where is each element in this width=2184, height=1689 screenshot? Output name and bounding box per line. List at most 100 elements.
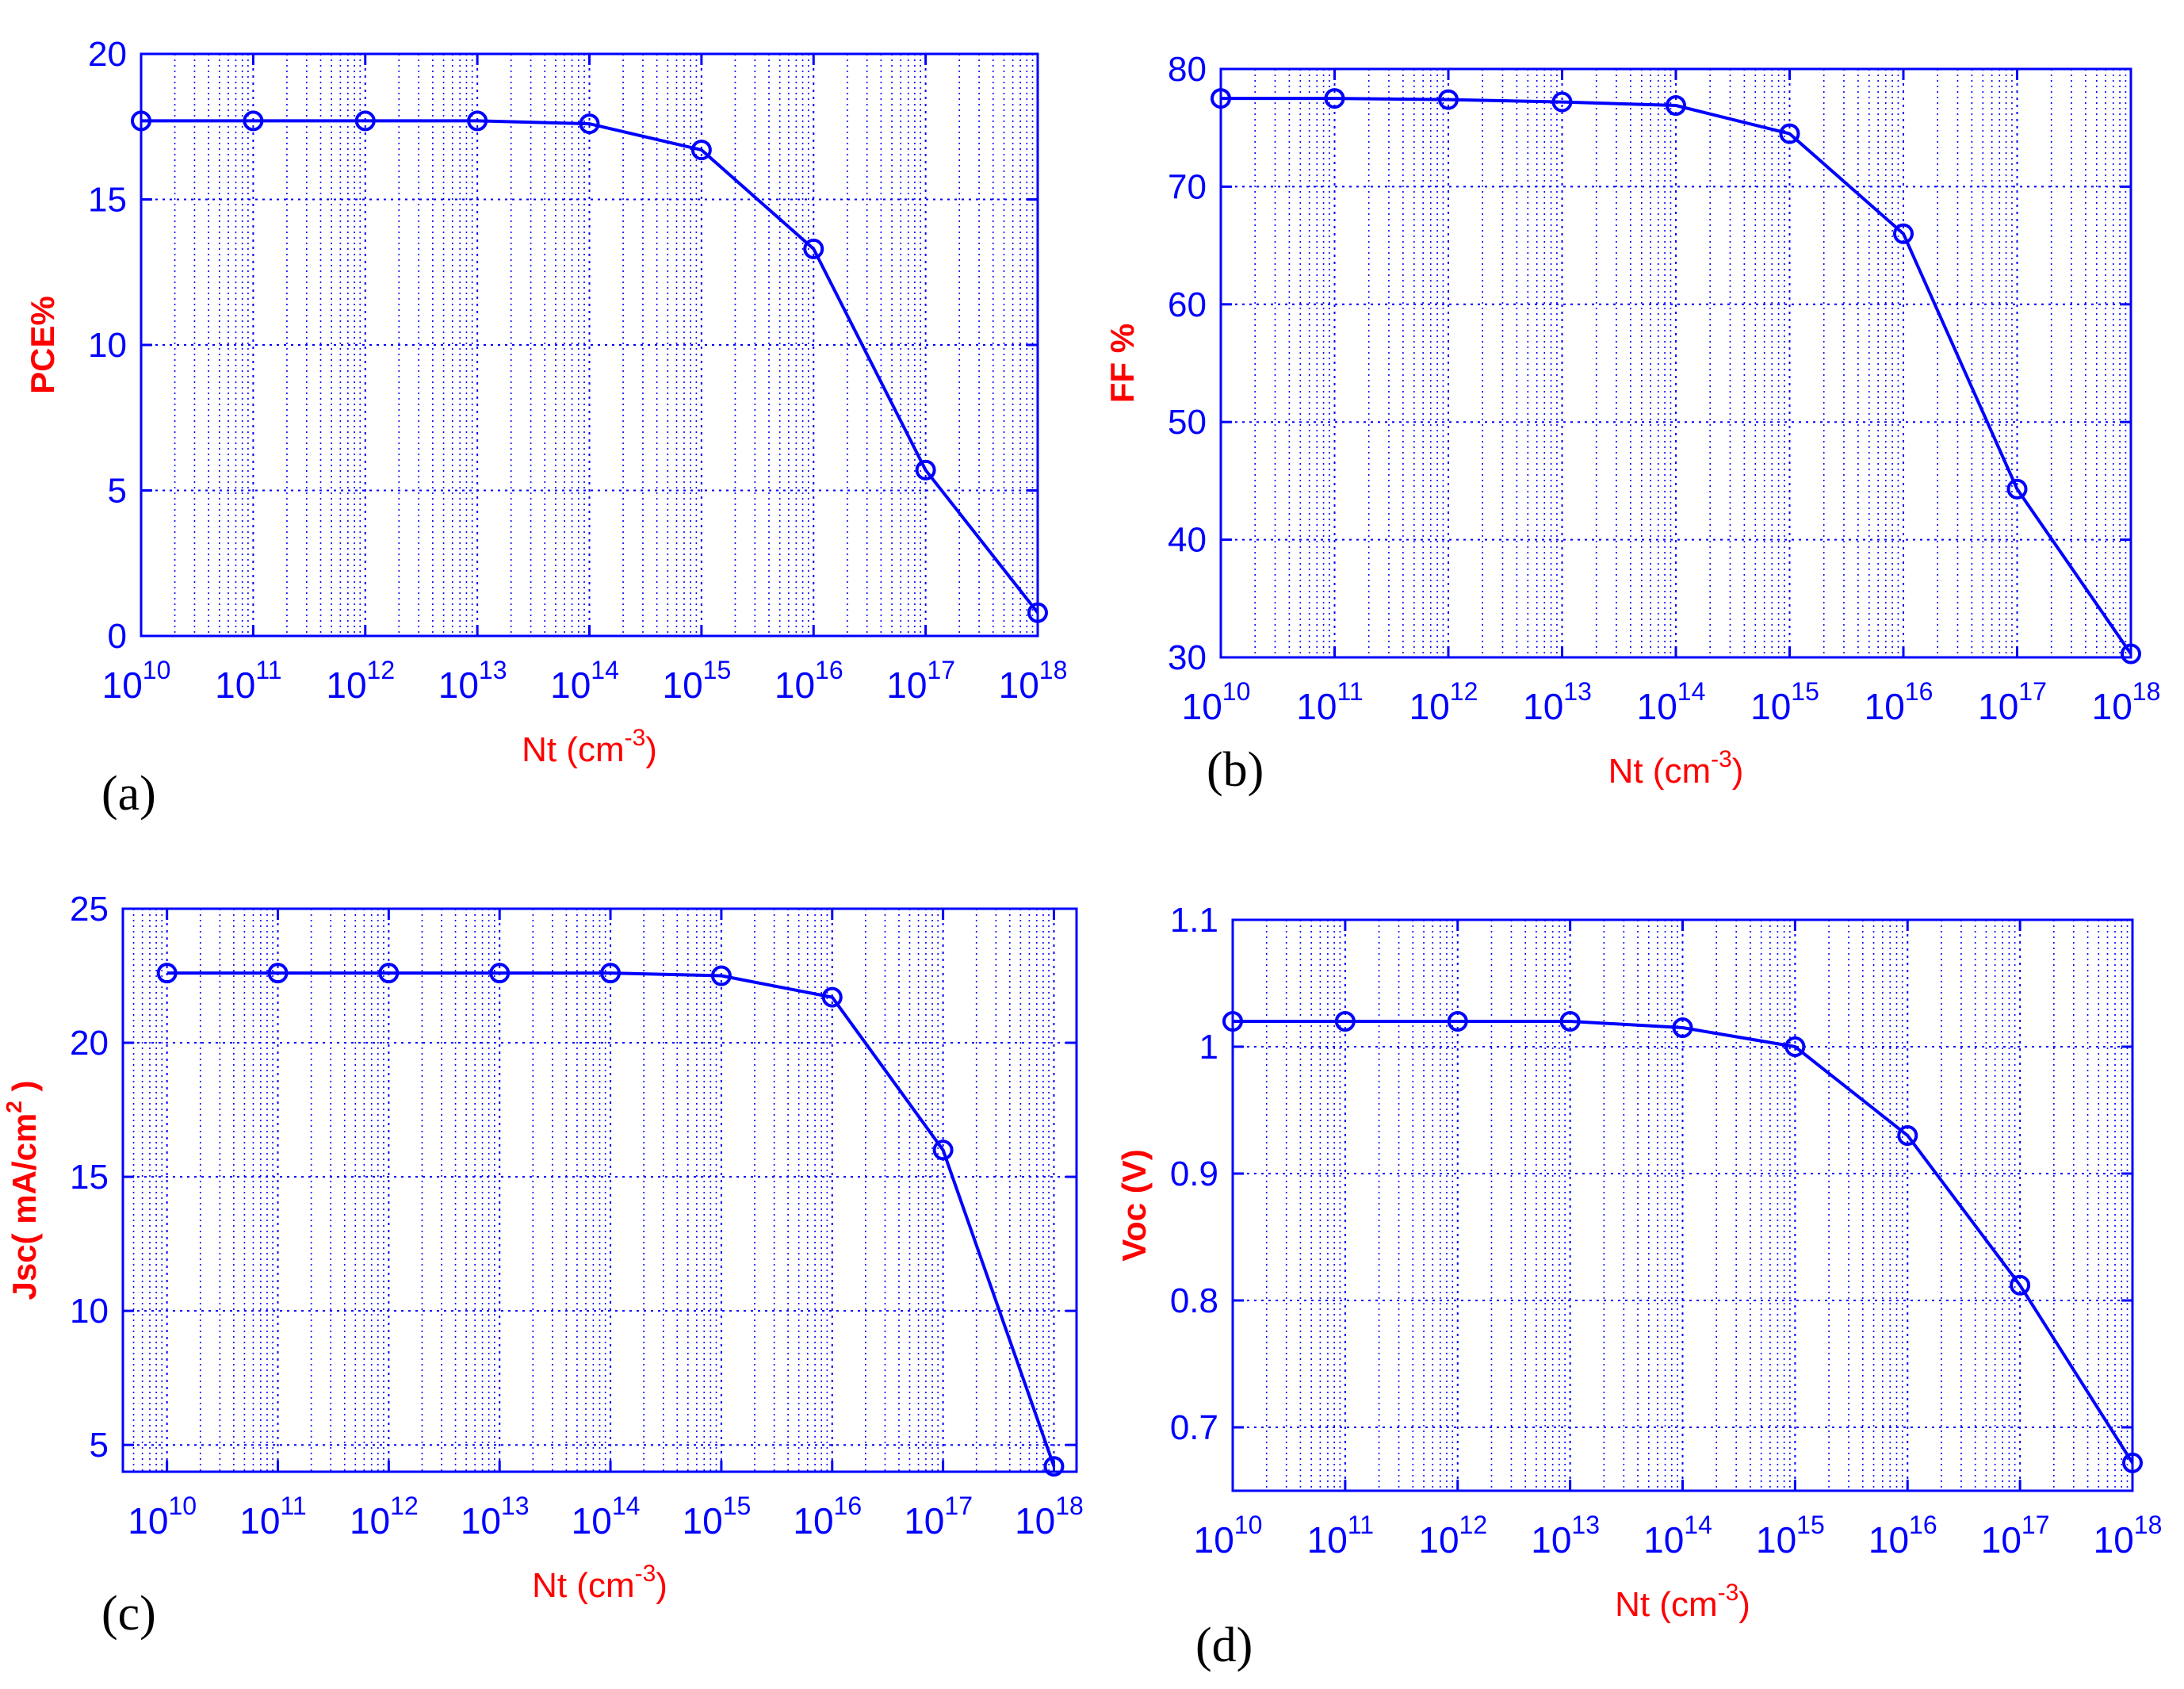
data-point: [1043, 1456, 1065, 1477]
data-point: [1666, 95, 1686, 117]
y-axis-label: Voc (V): [1115, 1149, 1153, 1262]
series-line: [166, 971, 1056, 1467]
panel-caption-a: (a): [101, 767, 156, 821]
x-tick-label-1e10: 1010: [102, 656, 171, 706]
y-tick-label-80: 80: [1168, 50, 1207, 89]
data-point: [1897, 1125, 1918, 1146]
data-point: [1672, 1017, 1693, 1038]
y-tick-label-1: 1: [1199, 1028, 1218, 1067]
y-tick-label-5: 5: [108, 472, 127, 511]
x-tick-label-1e13: 1013: [461, 1492, 530, 1542]
y-tick-label-50: 50: [1168, 403, 1207, 442]
data-point: [156, 963, 178, 984]
data-point: [932, 1139, 954, 1161]
data-point: [1334, 1011, 1356, 1032]
x-tick-label-1e15: 1015: [662, 656, 731, 706]
x-tick-label-1e16: 1016: [1868, 1511, 1937, 1561]
x-tick-label-1e17: 1017: [1981, 1511, 2050, 1561]
y-tick-label-15: 15: [88, 181, 127, 220]
x-tick-label-1e15: 1015: [1756, 1511, 1825, 1561]
data-point: [267, 963, 289, 984]
y-tick-label-30: 30: [1168, 638, 1207, 677]
data-point: [1559, 1011, 1581, 1032]
y-tick-label-15: 15: [70, 1158, 109, 1197]
y-tick-label-1-1: 1.1: [1170, 901, 1218, 940]
x-tick-label-1e10: 1010: [1194, 1511, 1263, 1561]
data-point: [467, 110, 488, 132]
y-tick-label-20: 20: [88, 35, 127, 74]
x-tick-label-1e14: 1014: [572, 1492, 641, 1542]
x-tick-label-1e16: 1016: [775, 656, 843, 706]
chart-panel-c: 1010 1011 1012 1013 1014 1015 1016 1017 10185101…: [2, 890, 1084, 1605]
y-tick-label-40: 40: [1168, 521, 1207, 560]
data-point: [600, 963, 622, 984]
x-tick-label-1e16: 1016: [1865, 677, 1933, 727]
panel-caption-d: (d): [1195, 1618, 1253, 1672]
x-tick-label-1e17: 1017: [904, 1492, 973, 1542]
x-axis-label: Nt (cm-3): [1615, 1580, 1750, 1624]
x-tick-label-1e14: 1014: [1637, 677, 1706, 727]
y-tick-label-70: 70: [1168, 167, 1207, 206]
y-tick-label-10: 10: [70, 1292, 109, 1331]
axes-frame: [121, 907, 1078, 1473]
data-point: [1438, 89, 1459, 110]
y-tick-label-0: 0: [108, 617, 127, 656]
data-point: [131, 110, 151, 132]
data-point: [1211, 88, 1231, 109]
x-tick-label-1e18: 1018: [1015, 1492, 1084, 1542]
y-tick-label-60: 60: [1168, 285, 1207, 324]
x-tick-label-1e16: 1016: [793, 1492, 862, 1542]
data-point: [2122, 1452, 2143, 1473]
series-line: [141, 119, 1039, 614]
grid: [1221, 69, 2131, 657]
y-tick-label-10: 10: [88, 326, 127, 365]
plot-area: [141, 54, 1038, 636]
x-axis-label: Nt (cm-3): [532, 1561, 667, 1605]
x-tick-label-1e12: 1012: [1409, 677, 1478, 727]
x-tick-label-1e10: 1010: [128, 1492, 197, 1542]
x-tick-label-1e13: 1013: [438, 656, 507, 706]
data-point: [710, 965, 732, 986]
x-tick-label-1e15: 1015: [1750, 677, 1819, 727]
y-tick-label-0-9: 0.9: [1170, 1155, 1218, 1193]
x-tick-label-1e18: 1018: [999, 656, 1068, 706]
data-point: [1893, 223, 1914, 244]
series-line: [1233, 1020, 2134, 1464]
y-axis-label: PCE%: [24, 296, 61, 394]
data-point: [1779, 123, 1800, 144]
x-tick-label-1e17: 1017: [1978, 677, 2047, 727]
data-point: [2006, 478, 2028, 500]
x-tick-label-1e11: 1011: [1307, 1511, 1374, 1561]
y-axis-label: FF %: [1103, 324, 1141, 403]
chart-panel-b: 1010 1011 1012 1013 1014 1015 1016 1017 1018 30 40…: [1103, 50, 2160, 791]
x-tick-label-1e12: 1012: [350, 1492, 419, 1542]
data-point: [821, 986, 843, 1008]
panel-caption-c: (c): [101, 1587, 156, 1641]
series-line: [1221, 97, 2132, 655]
x-axis-label: Nt (cm-3): [1608, 746, 1744, 791]
data-point: [915, 459, 936, 481]
data-point: [2121, 643, 2141, 664]
y-tick-label-25: 25: [70, 890, 109, 929]
x-tick-label-1e18: 1018: [2092, 677, 2161, 727]
data-point: [378, 963, 400, 984]
data-point: [1551, 91, 1573, 113]
panel-caption-b: (b): [1207, 743, 1264, 797]
data-point: [489, 963, 511, 984]
data-point: [1324, 88, 1345, 109]
data-point: [243, 110, 264, 132]
x-tick-label-1e13: 1013: [1523, 677, 1592, 727]
x-tick-label-1e11: 1011: [1296, 677, 1363, 727]
x-tick-label-1e18: 1018: [2094, 1511, 2163, 1561]
data-point: [690, 140, 712, 161]
x-tick-label-1e12: 1012: [1418, 1511, 1487, 1561]
chart-panel-d: 1010 1011 1012 1013 1014 1015 1016 1017 1018 0.7 0…: [1115, 901, 2162, 1624]
chart-panel-a: 1010 1011 1012 1013 1014 1015 1016 1017 10180510…: [24, 35, 1067, 769]
x-tick-label-1e15: 1015: [683, 1492, 752, 1542]
y-tick-label-5: 5: [90, 1426, 109, 1465]
x-tick-label-1e11: 1011: [239, 1492, 306, 1542]
data-point: [1222, 1011, 1243, 1032]
y-tick-label-20: 20: [70, 1024, 109, 1063]
